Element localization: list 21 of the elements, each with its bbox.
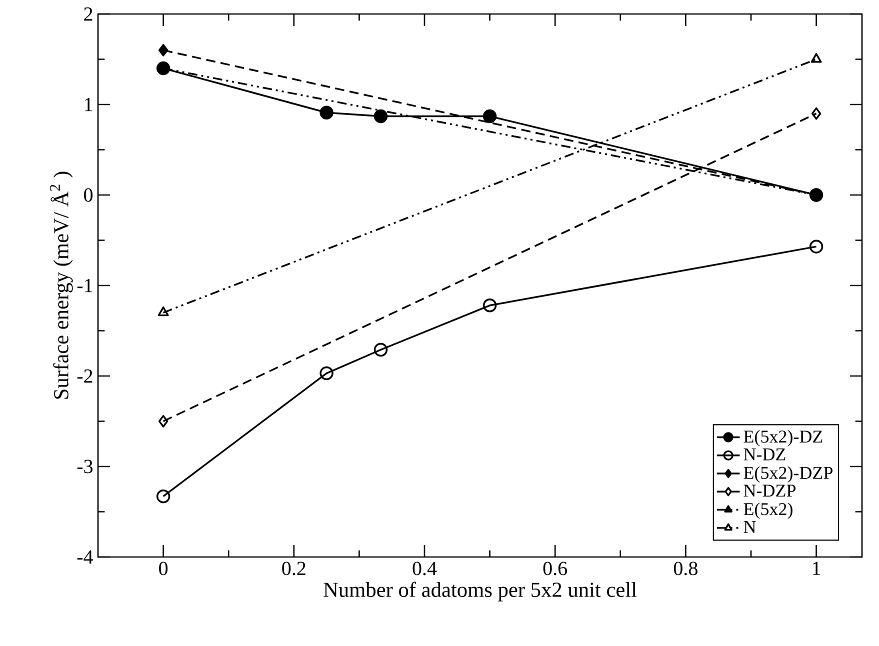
- x-tick-label: 0.4: [412, 562, 437, 576]
- y-tick-label: -3: [77, 460, 93, 474]
- x-axis-title: Number of adatoms per 5x2 unit cell: [324, 582, 637, 602]
- x-tick-label: 0.8: [674, 562, 698, 576]
- y-tick-label: 0: [84, 188, 93, 202]
- legend-label: E(5x2)-DZ: [744, 430, 822, 446]
- legend-label: E(5x2): [744, 502, 792, 519]
- legend-label: E(5x2)-DZP: [744, 466, 832, 483]
- x-tick-label: 1: [813, 562, 820, 575]
- y-tick-label: -2: [77, 369, 92, 383]
- y-tick-label: 2: [84, 7, 92, 21]
- y-axis-title: Surface energy (meV/ Å$^{2}$ ): [50, 172, 73, 399]
- y-tick-label: 1: [85, 98, 92, 112]
- x-tick-label: 0: [159, 562, 168, 576]
- legend-label: N: [744, 521, 756, 533]
- y-tick-label: -4: [77, 550, 93, 564]
- legend-label: N-DZ: [744, 448, 786, 460]
- legend-label: N-DZP: [744, 484, 796, 497]
- y-tick-label: -1: [77, 278, 92, 292]
- x-tick-label: 0.6: [543, 562, 568, 576]
- x-tick-label: 0.2: [282, 562, 306, 576]
